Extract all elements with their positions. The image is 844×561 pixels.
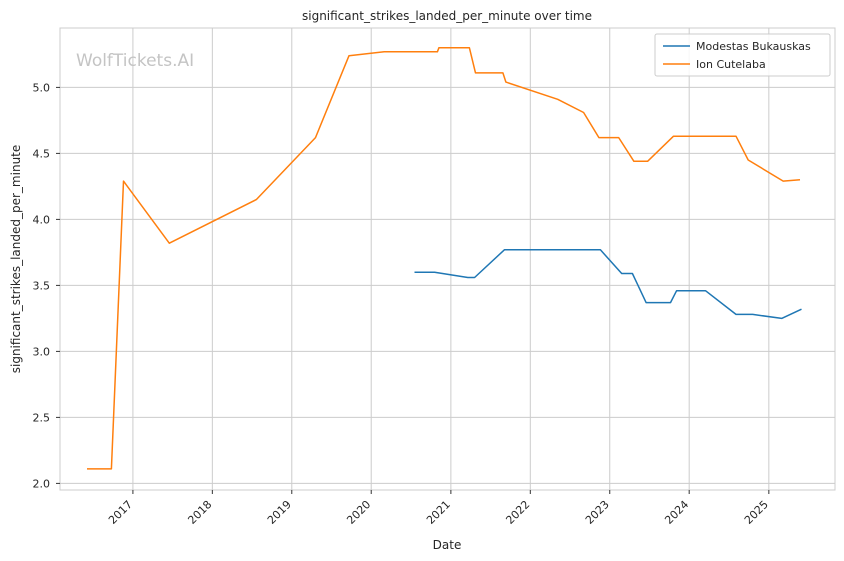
y-tick-label: 2.0 [33,477,51,490]
x-tick-label: 2017 [106,498,135,527]
x-tick-label: 2025 [742,498,771,527]
x-tick-label: 2024 [662,498,691,527]
y-tick-label: 4.0 [33,213,51,226]
x-tick-label: 2018 [185,498,214,527]
series-layer [87,47,802,470]
legend: Modestas Bukauskas Ion Cutelaba [654,33,831,77]
y-axis-label: significant_strikes_landed_per_minute [9,145,23,374]
y-tick-label: 3.0 [33,345,51,358]
y-tick-label: 3.5 [33,279,51,292]
plot-frame [59,27,836,491]
legend-box [654,33,831,77]
y-tick-label: 5.0 [33,81,51,94]
x-tick-label: 2020 [344,498,373,527]
chart-title: significant_strikes_landed_per_minute ov… [302,9,592,23]
x-axis-ticks: 2017 2018 2019 2020 2021 2022 2023 2024 2025 [106,490,771,527]
grid [60,28,835,490]
y-tick-label: 4.5 [33,147,51,160]
legend-label-modestas: Modestas Bukauskas [696,40,811,53]
watermark: WolfTickets.AI [76,51,194,71]
x-tick-label: 2019 [265,498,294,527]
x-axis-label: Date [433,538,462,552]
legend-label-ion: Ion Cutelaba [696,58,766,71]
series-line-ion-cutelaba [87,47,801,470]
x-tick-label: 2022 [503,498,532,527]
y-axis-ticks: 2.0 2.5 3.0 3.5 4.0 4.5 5.0 [33,81,60,490]
x-tick-label: 2021 [424,498,453,527]
series-line-modestas-bukauskas [414,249,802,320]
x-tick-label: 2023 [583,498,612,527]
y-tick-label: 2.5 [33,411,51,424]
